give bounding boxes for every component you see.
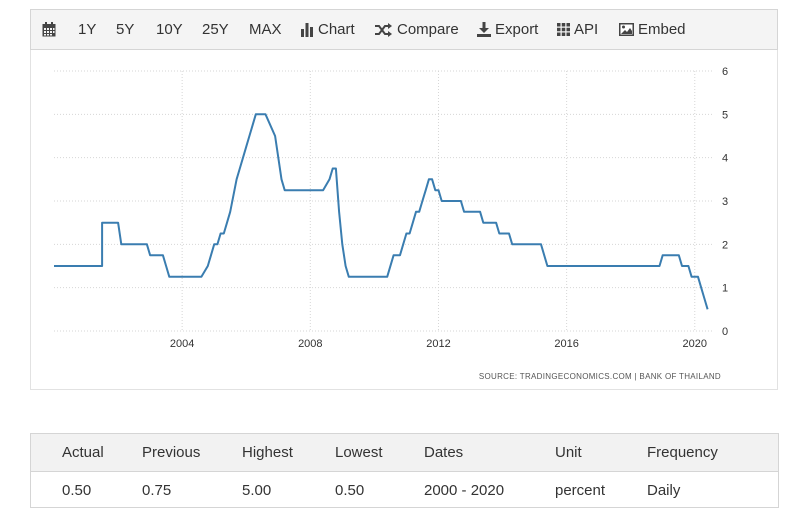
stats-values-row: 0.50 0.75 5.00 0.50 2000 - 2020 percent … [31,472,778,509]
grid-icon [557,23,570,36]
header-dates: Dates [424,444,464,461]
y-axis-ticks: 0 1 2 3 4 5 6 [722,66,728,338]
x-tick-label: 2020 [683,338,707,350]
x-tick-label: 2004 [170,338,194,350]
value-dates: 2000 - 2020 [424,482,505,499]
interest-rate-chart[interactable]: 0 1 2 3 4 5 6 2004 2008 2012 2016 2020 SOURCE: TRA… [31,50,779,390]
bar-chart-icon [301,22,313,37]
export-button[interactable]: Export [477,10,538,49]
header-previous: Previous [142,444,201,461]
range-25y-button[interactable]: 25Y [202,21,229,38]
range-10y-button[interactable]: 10Y [156,21,183,38]
compare-button[interactable]: Compare [374,10,459,49]
value-unit: percent [555,482,606,499]
header-frequency: Frequency [647,444,718,461]
y-tick-label: 5 [722,109,728,121]
range-1y-button[interactable]: 1Y [78,21,97,38]
y-tick-label: 0 [722,326,728,338]
value-previous: 0.75 [142,482,172,499]
compare-label: Compare [397,21,459,38]
x-tick-label: 2016 [554,338,578,350]
api-label: API [574,21,599,38]
y-tick-label: 3 [722,196,728,208]
chart-toolbar: 1Y 5Y 10Y 25Y MAX Chart Compare Export [30,9,778,50]
y-tick-label: 6 [722,66,728,78]
embed-label: Embed [638,21,686,38]
value-actual: 0.50 [62,482,92,499]
x-axis-ticks: 2004 2008 2012 2016 2020 [170,338,707,350]
value-lowest: 0.50 [335,482,365,499]
header-unit: Unit [555,444,582,461]
chart-source: SOURCE: TRADINGECONOMICS.COM | BANK OF T… [479,372,721,381]
chart-type-label: Chart [318,21,355,38]
stats-table: Actual Previous Highest Lowest Dates Uni… [30,433,779,508]
y-tick-label: 1 [722,283,728,295]
x-tick-label: 2008 [298,338,322,350]
header-actual: Actual [62,444,104,461]
series-layer [54,113,709,310]
header-lowest: Lowest [335,444,383,461]
chart-type-button[interactable]: Chart [301,10,355,49]
range-5y-button[interactable]: 5Y [116,21,135,38]
x-tick-label: 2012 [426,338,450,350]
calendar-icon[interactable] [42,10,56,49]
shuffle-icon [375,22,392,37]
y-tick-label: 2 [722,239,728,251]
download-icon [477,22,491,37]
export-label: Export [495,21,539,38]
image-icon [619,23,634,36]
chart-grid [54,70,714,332]
stats-header-row: Actual Previous Highest Lowest Dates Uni… [31,434,778,472]
series-line [54,113,709,310]
header-highest: Highest [242,444,293,461]
embed-button[interactable]: Embed [619,10,686,49]
range-max-button[interactable]: MAX [249,21,282,38]
value-frequency: Daily [647,482,681,499]
api-button[interactable]: API [557,10,598,49]
y-tick-label: 4 [722,153,728,165]
chart-container: 0 1 2 3 4 5 6 2004 2008 2012 2016 2020 SOURCE: TRA… [30,50,778,390]
value-highest: 5.00 [242,482,272,499]
